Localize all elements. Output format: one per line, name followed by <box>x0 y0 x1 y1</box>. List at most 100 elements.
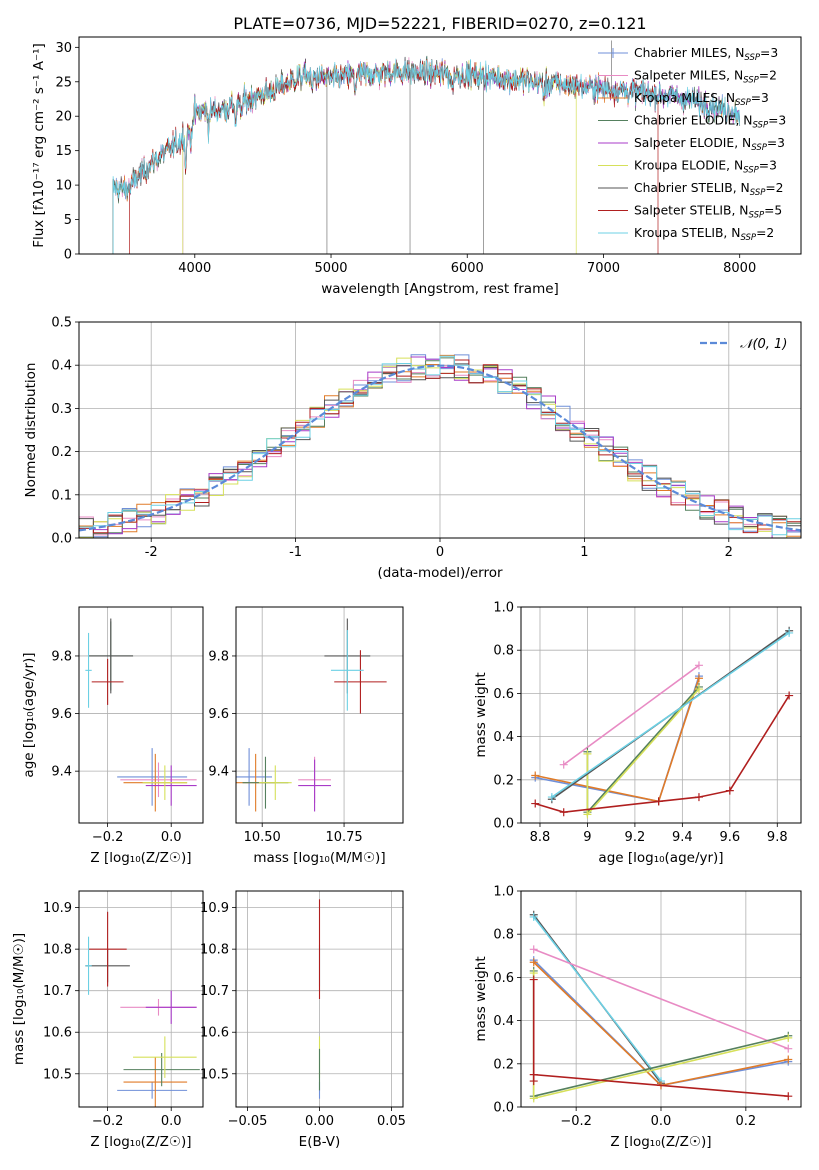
x-tick-label: 0.05 <box>377 1114 406 1129</box>
y-tick-label: 25 <box>55 75 72 90</box>
legend-label-sub: SSP <box>751 143 767 153</box>
y-tick-label: 9.8 <box>208 649 229 664</box>
legend-label-tail: =3 <box>760 46 778 60</box>
y-tick-label: 0.4 <box>493 1014 514 1029</box>
weight-point <box>559 808 568 817</box>
y-tick-label: 0.6 <box>493 971 514 986</box>
x-tick-label: 8000 <box>723 261 756 276</box>
panel-age_vs_Z: −0.2 0.0 9.4 9.6 9.8 Z [log₁₀(Z/Z☉)] age [log₁… <box>21 606 204 866</box>
ticks: −0.05 0.00 0.05 10.5 10.6 10.7 10.8 10.9 <box>200 901 406 1129</box>
normal-reference-curve <box>79 364 801 532</box>
y-tick-label: 0.0 <box>51 532 72 547</box>
plot-area <box>85 618 197 812</box>
y-axis-label: mass weight <box>473 956 489 1041</box>
ticks: -2 -1 0 1 2 0.0 0.1 0.2 0.3 0.4 0.5 <box>51 316 733 561</box>
axes-frame <box>78 606 204 824</box>
y-axis-label: Flux [fλ10⁻¹⁷ erg cm⁻² s⁻¹ A⁻¹] <box>31 43 47 248</box>
y-tick-label: 10.5 <box>200 1067 229 1082</box>
weight-point <box>725 786 734 795</box>
weight-point <box>583 749 592 758</box>
legend-label: Salpeter ELODIE, NSSP=3 <box>634 136 785 153</box>
axes-frame <box>520 606 802 824</box>
y-tick-label: 0.2 <box>493 1057 514 1072</box>
weight-point <box>547 793 556 802</box>
y-tick-label: 10.9 <box>200 901 229 916</box>
y-tick-label: 10.7 <box>200 984 229 999</box>
legend-label-sub: SSP <box>740 233 756 243</box>
ticks: −0.2 0.0 0.2 0.0 0.2 0.4 0.6 0.8 1.0 <box>493 885 756 1130</box>
y-tick-label: 0.8 <box>493 928 514 943</box>
legend-label-sub: SSP <box>744 53 760 63</box>
legend-label: Kroupa MILES, NSSP=3 <box>634 91 769 108</box>
y-tick-label: 1.0 <box>493 601 514 616</box>
weight-line <box>551 632 790 798</box>
weight-point <box>654 797 663 806</box>
y-tick-label: 10 <box>55 179 72 194</box>
weight-point <box>529 945 538 954</box>
legend-label-sub: SSP <box>735 98 751 108</box>
axes-frame <box>235 890 404 1108</box>
x-axis-label: age [log₁₀(age/yr)] <box>598 850 723 866</box>
weight-point <box>784 1092 793 1101</box>
x-axis-label: mass [log₁₀(M/M☉)] <box>253 850 385 866</box>
x-tick-label: 0.0 <box>651 1114 672 1129</box>
weight-line <box>533 916 662 1082</box>
x-axis-label: (data-model)/error <box>377 565 503 581</box>
x-tick-label: 9.8 <box>767 830 788 845</box>
weight-point <box>694 661 703 670</box>
y-tick-label: 0 <box>64 248 72 263</box>
legend-label-tail: =2 <box>756 226 774 240</box>
x-tick-label: −0.2 <box>92 1114 124 1129</box>
legend-label-sub: SSP <box>749 211 765 221</box>
legend-label-tail: =3 <box>759 159 777 173</box>
weight-point <box>529 912 538 921</box>
plot-area <box>531 626 794 819</box>
y-tick-label: 1.0 <box>493 885 514 900</box>
x-tick-label: −0.2 <box>560 1114 592 1129</box>
x-tick-label: 0.0 <box>161 1114 182 1129</box>
x-tick-label: 8.8 <box>530 830 551 845</box>
plot-area <box>112 40 741 254</box>
legend-label-main: Salpeter ELODIE, N <box>634 136 751 150</box>
spectrum-line <box>112 58 741 254</box>
x-axis-label: E(B-V) <box>299 1134 341 1150</box>
legend: 𝒩(0, 1) <box>700 337 787 352</box>
legend-label: Kroupa STELIB, NSSP=2 <box>634 226 774 243</box>
weight-point <box>785 628 794 637</box>
weight-line <box>563 664 700 766</box>
y-tick-label: 9.8 <box>51 649 72 664</box>
weight-point <box>529 1094 538 1103</box>
panel-weight_vs_age: 8.8 9 9.2 9.4 9.6 9.8 0.0 0.2 0.4 0.6 0.8 1.0 age [l… <box>473 601 802 866</box>
legend-label-main: Kroupa STELIB, N <box>634 226 740 240</box>
x-tick-label: 9.2 <box>625 830 646 845</box>
legend-label: Chabrier MILES, NSSP=3 <box>634 46 778 63</box>
x-tick-label: 0.2 <box>736 1114 757 1129</box>
x-tick-label: -2 <box>145 545 158 560</box>
panel-mass_vs_ebv: −0.05 0.00 0.05 10.5 10.6 10.7 10.8 10.9 E(B-V) <box>200 890 406 1150</box>
legend-label-sub: SSP <box>743 76 759 86</box>
x-tick-label: 0.0 <box>161 830 182 845</box>
legend-label-tail: =2 <box>765 181 783 195</box>
legend-label-main: Salpeter MILES, N <box>634 69 743 83</box>
grid-lines <box>236 607 403 823</box>
legend-label: Salpeter STELIB, NSSP=5 <box>634 204 782 221</box>
weight-point <box>784 1055 793 1064</box>
legend-label-sub: SSP <box>750 188 766 198</box>
y-tick-label: 30 <box>55 41 72 56</box>
x-axis-label: wavelength [Angstrom, rest frame] <box>321 281 559 297</box>
y-tick-label: 10.8 <box>43 943 72 958</box>
weight-line <box>534 695 790 814</box>
x-tick-label: -1 <box>289 545 302 560</box>
legend-label-sub: SSP <box>743 166 759 176</box>
y-tick-label: 0.8 <box>493 644 514 659</box>
legend-label: Chabrier STELIB, NSSP=2 <box>634 181 784 198</box>
ticks: 10.50 10.75 9.4 9.6 9.8 <box>208 649 362 845</box>
axes-frame <box>78 890 204 1108</box>
legend-label-main: Chabrier MILES, N <box>634 46 744 60</box>
weight-line <box>533 948 789 1050</box>
y-tick-label: 0.5 <box>51 316 72 331</box>
y-tick-label: 0.4 <box>51 359 72 374</box>
legend-label-tail: =5 <box>764 204 782 218</box>
y-tick-label: 10.8 <box>200 943 229 958</box>
